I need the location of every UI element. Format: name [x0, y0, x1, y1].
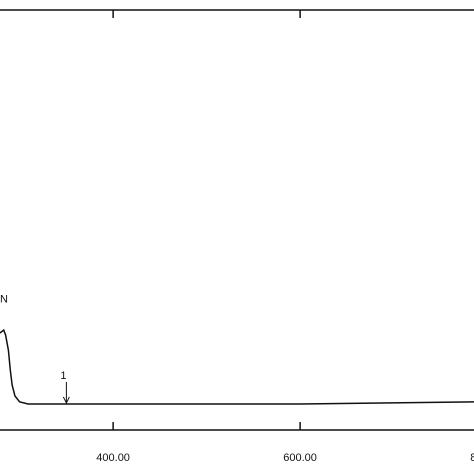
x-tick-label: 800.00	[470, 452, 474, 464]
annotation: N	[0, 294, 8, 306]
annotation-arrowhead	[62, 396, 70, 405]
x-tick-label: 400.00	[96, 452, 130, 464]
spectrum-line	[0, 328, 474, 405]
x-tick-label: 600.00	[283, 452, 317, 464]
annotation: 1	[60, 370, 66, 382]
